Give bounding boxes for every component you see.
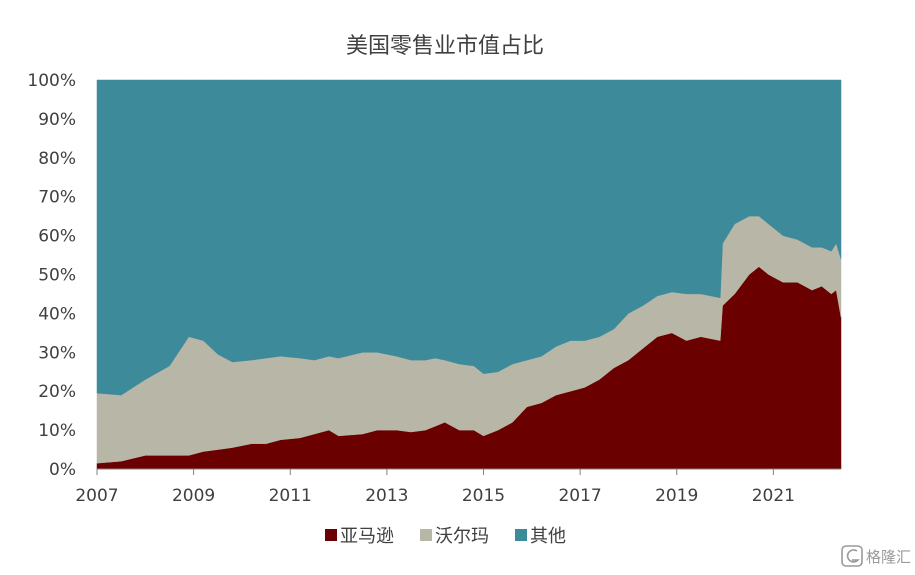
x-tick-label: 2007 <box>75 486 118 506</box>
axes: 0% 10% 20% 30% 40% 50% 60% 70% 80% 90% 100% 2007 200… <box>27 71 841 506</box>
legend-swatch <box>515 529 527 541</box>
y-tick-label: 40% <box>38 304 76 324</box>
y-tick-label: 10% <box>38 421 76 441</box>
legend-swatch <box>420 529 432 541</box>
legend-label: 其他 <box>530 526 566 547</box>
y-tick-label: 100% <box>27 71 76 91</box>
x-tick-label: 2009 <box>172 486 215 506</box>
x-tick-label: 2017 <box>558 486 601 506</box>
x-tick-label: 2011 <box>269 486 312 506</box>
legend-label: 亚马逊 <box>340 526 394 547</box>
y-tick-label: 60% <box>38 227 76 247</box>
x-tick-label: 2015 <box>462 486 505 506</box>
chart-title: 美国零售业市值占比 <box>346 34 544 59</box>
plot-area <box>96 79 842 470</box>
x-tick-label: 2021 <box>752 486 795 506</box>
legend-label: 沃尔玛 <box>435 526 489 547</box>
x-tick-label: 2013 <box>365 486 408 506</box>
y-tick-label: 50% <box>38 266 76 286</box>
watermark: 格隆汇 <box>841 545 911 567</box>
y-tick-label: 0% <box>49 460 76 480</box>
x-tick-label: 2019 <box>655 486 698 506</box>
y-tick-label: 20% <box>38 382 76 402</box>
legend-swatch <box>325 529 337 541</box>
watermark-text: 格隆汇 <box>866 548 911 566</box>
y-tick-label: 80% <box>38 149 76 169</box>
y-tick-label: 70% <box>38 188 76 208</box>
y-tick-label: 30% <box>38 343 76 363</box>
gelonghui-logo-icon <box>841 545 863 567</box>
y-tick-label: 90% <box>38 110 76 130</box>
legend: 亚马逊 沃尔玛 其他 <box>325 526 566 547</box>
series-area-2 <box>96 79 842 396</box>
